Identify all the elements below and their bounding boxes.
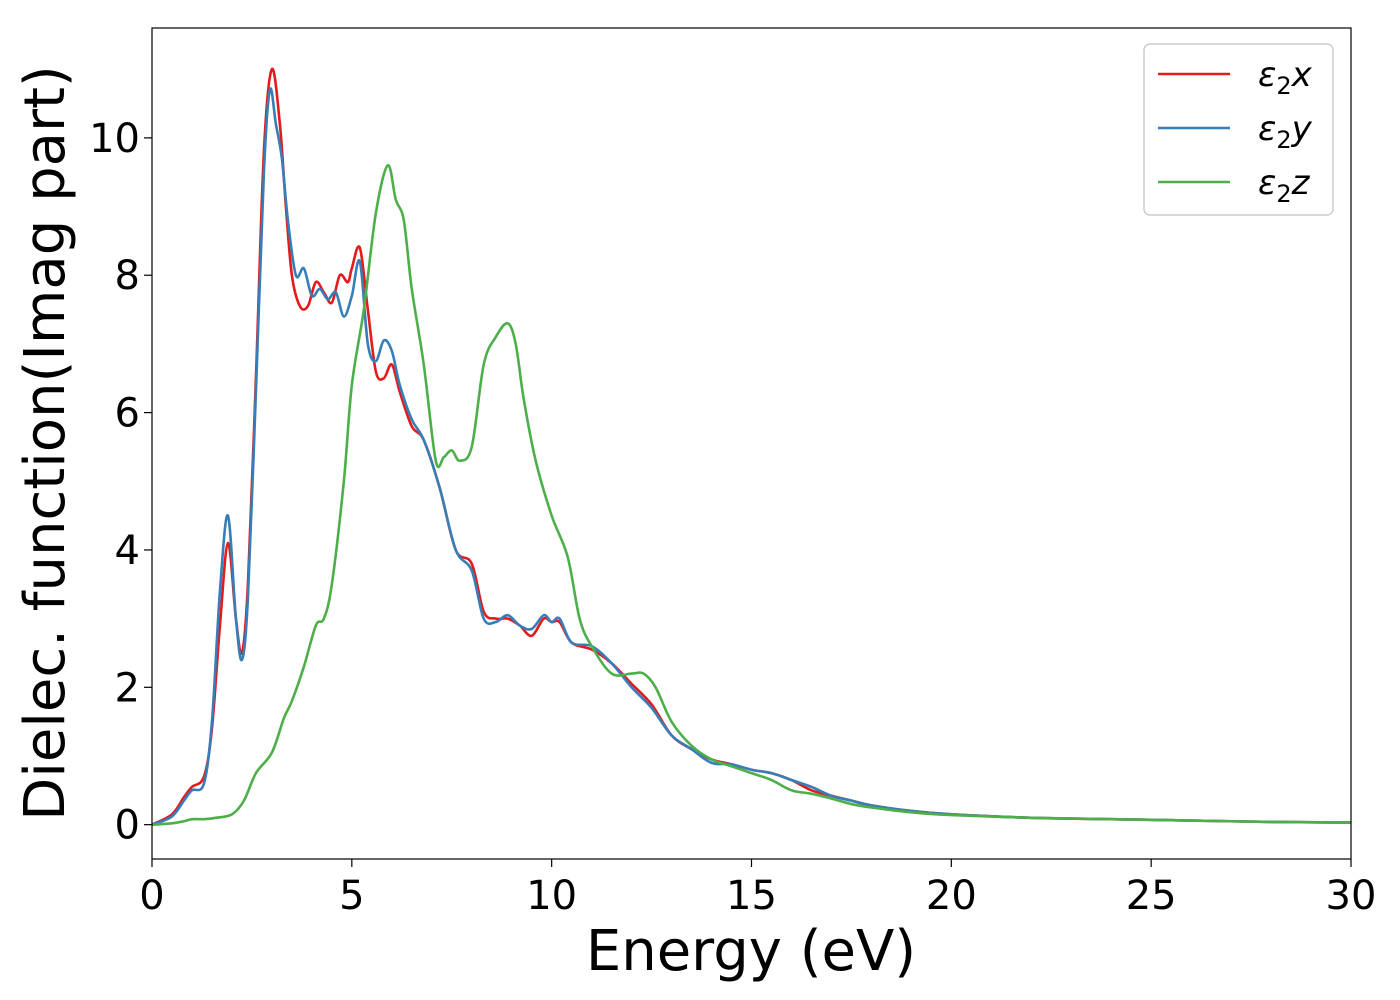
series-line-y (151, 87, 1352, 826)
series-line-z (151, 164, 1352, 826)
y-axis: 0 2 4 6 8 10 (89, 116, 152, 849)
legend-label-y: ε2y (1258, 109, 1313, 154)
y-tick-label: 6 (115, 391, 140, 437)
y-axis-label: Dielec. function(Imag part) (13, 65, 78, 821)
x-tick-label: 10 (526, 873, 577, 919)
legend-label-x: ε2x (1258, 55, 1313, 100)
y-tick-label: 0 (115, 803, 140, 849)
legend-label-z: ε2z (1258, 163, 1311, 208)
x-tick-label: 15 (726, 873, 777, 919)
y-tick-label: 10 (89, 116, 140, 162)
y-tick-label: 8 (115, 253, 140, 299)
x-tick-label: 5 (339, 873, 364, 919)
x-axis: 0 5 10 15 20 25 30 (139, 859, 1376, 919)
y-tick-label: 4 (115, 528, 140, 574)
legend-box (1143, 43, 1334, 216)
x-tick-label: 20 (926, 873, 977, 919)
series-group (151, 67, 1352, 826)
x-axis-label: Energy (eV) (586, 919, 916, 984)
y-tick-label: 2 (115, 665, 140, 711)
x-tick-label: 25 (1126, 873, 1177, 919)
legend: ε2x ε2y ε2z (1143, 43, 1334, 216)
x-tick-label: 0 (139, 873, 164, 919)
x-tick-label: 30 (1326, 873, 1377, 919)
